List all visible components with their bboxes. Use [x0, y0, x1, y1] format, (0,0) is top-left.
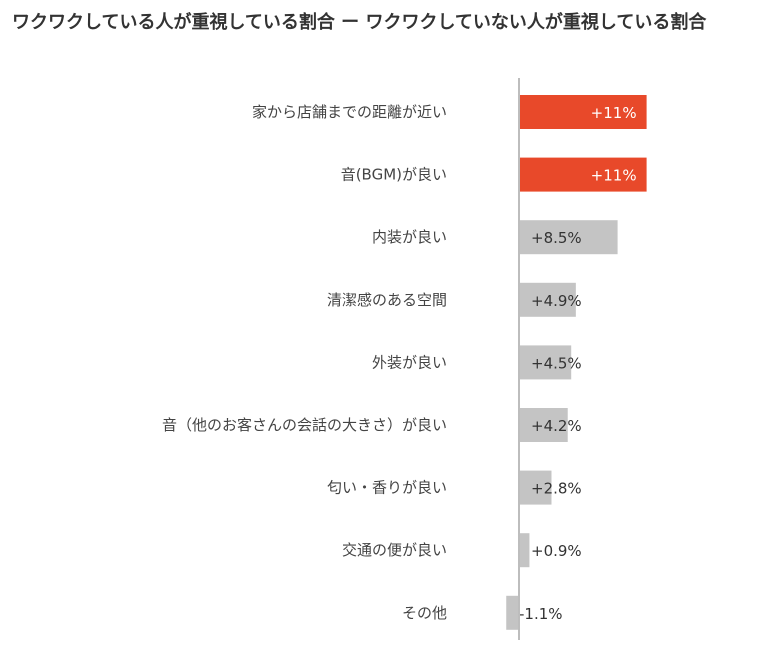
category-label: 家から店舗までの距離が近い: [252, 103, 447, 121]
bar: [519, 220, 618, 255]
value-label: +4.5%: [531, 354, 582, 372]
value-label: +11%: [591, 167, 637, 185]
value-label: -1.1%: [519, 605, 563, 623]
category-label: 内装が良い: [372, 228, 447, 246]
bar: [519, 157, 647, 192]
value-label: +8.5%: [531, 229, 582, 247]
value-label: +0.9%: [531, 542, 582, 560]
category-label: 音（他のお客さんの会話の大きさ）が良い: [162, 416, 447, 434]
category-label: 交通の便が良い: [342, 541, 447, 559]
bar: [519, 95, 647, 129]
value-label: +4.9%: [531, 292, 582, 310]
value-label: +2.8%: [531, 480, 582, 498]
bar: [519, 470, 552, 505]
category-label: 清潔感のある空間: [327, 291, 447, 309]
category-label: 外装が良い: [372, 353, 447, 371]
bar: [519, 408, 568, 442]
bar: [519, 282, 576, 317]
category-label: その他: [402, 604, 447, 622]
bar: [506, 595, 519, 630]
value-label: +11%: [591, 104, 637, 122]
bar: [519, 345, 572, 380]
category-label: 音(BGM)が良い: [341, 166, 447, 184]
value-label: +4.2%: [531, 417, 582, 435]
chart-title: ワクワクしている人が重視している割合 ー ワクワクしていない人が重視している割合: [12, 12, 707, 33]
bar: [519, 533, 530, 568]
category-label: 匂い・香りが良い: [327, 479, 447, 497]
